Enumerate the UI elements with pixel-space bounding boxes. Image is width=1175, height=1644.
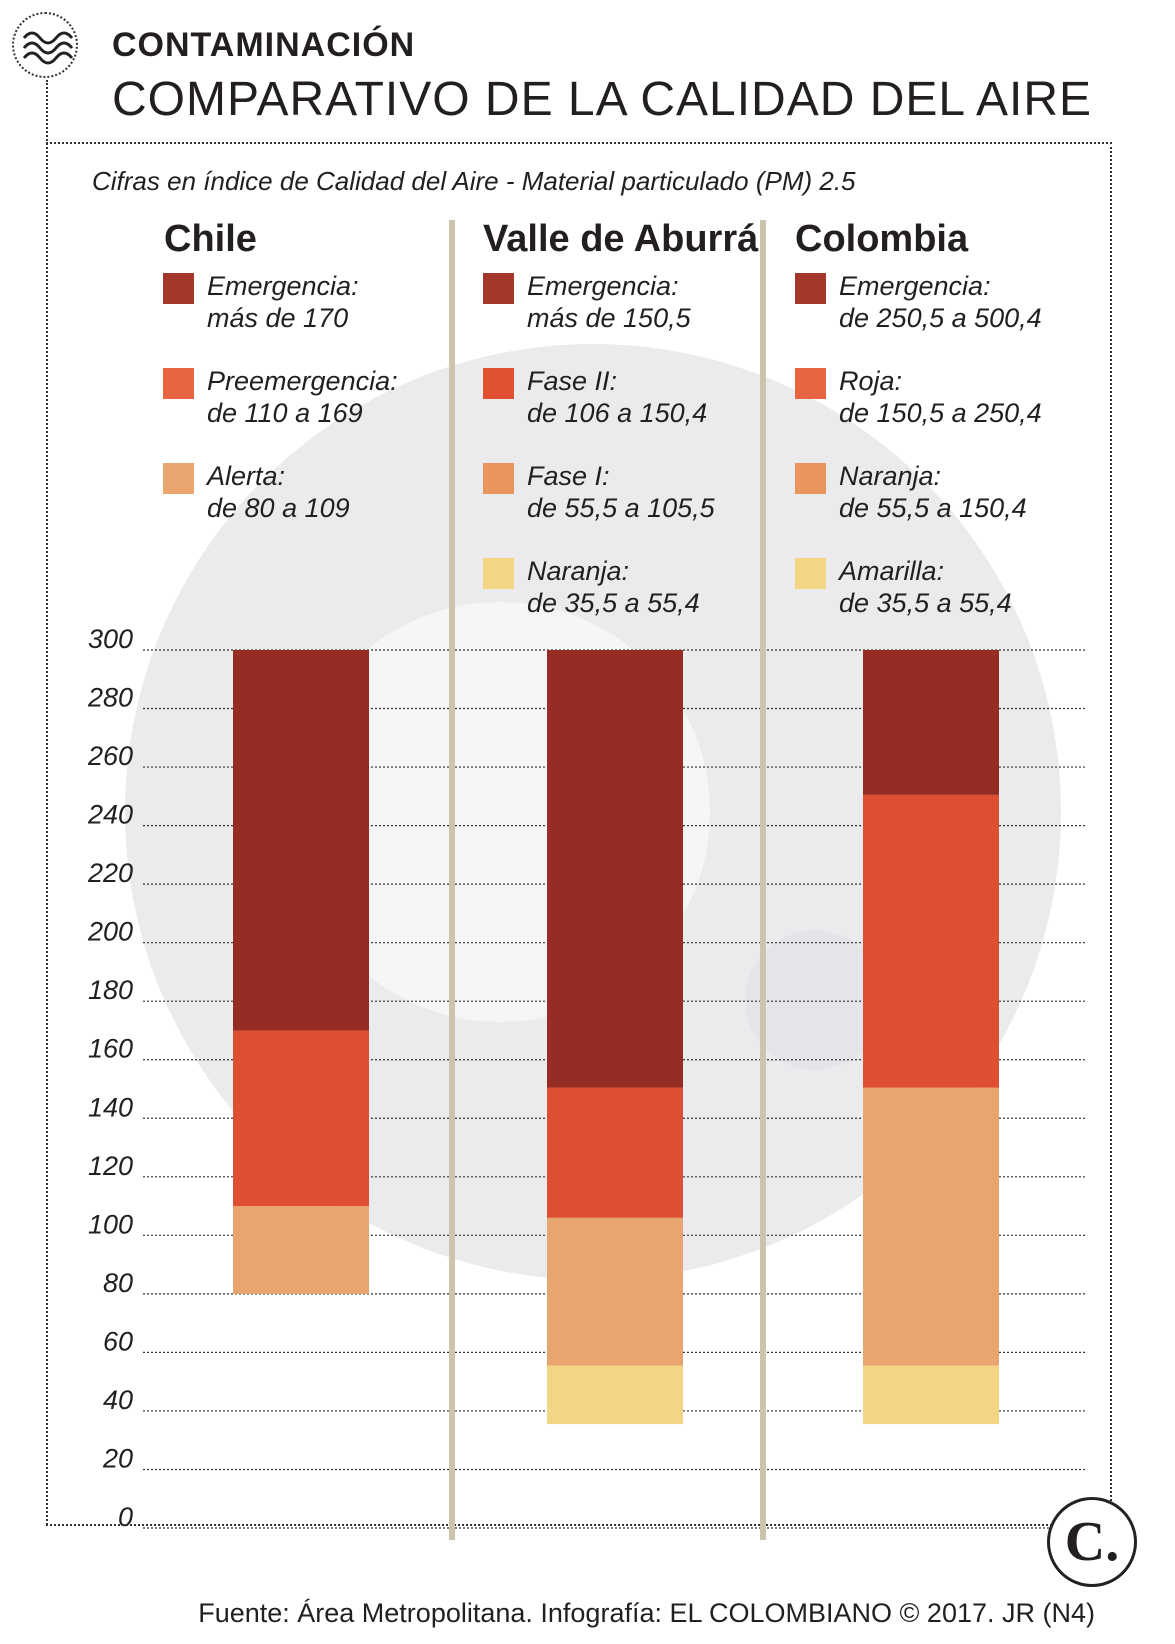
legend-range: de 35,5 a 55,4: [527, 588, 700, 618]
y-tick-label: 20: [102, 1443, 133, 1473]
legend-label: Amarilla:: [839, 556, 945, 586]
legend-range: más de 170: [207, 303, 349, 333]
legend-swatch: [163, 273, 194, 304]
chart-subtitle: Cifras en índice de Calidad del Aire - M…: [92, 166, 856, 196]
y-tick-label: 240: [87, 800, 133, 830]
bar-segment: [863, 650, 999, 795]
bar-segment: [233, 650, 369, 1031]
y-tick-labels: 0 20 40 60 80 100 120 140 160 180 200 220 240 260 280 3…: [87, 624, 133, 1532]
legend-range: más de 150,5: [527, 303, 691, 333]
frame-bottom-line: [46, 1524, 1112, 1526]
bar-segment: [863, 794, 999, 1088]
frame-top-line: [46, 142, 1112, 144]
legend-label: Emergencia:: [839, 271, 991, 301]
legend-label: Naranja:: [839, 461, 942, 491]
bar-segment: [233, 1030, 369, 1207]
bar-segment: [233, 1206, 369, 1294]
legend-label: Alerta:: [207, 461, 286, 491]
bar-segment: [863, 1365, 999, 1425]
legend-range: de 35,5 a 55,4: [839, 588, 1012, 618]
bars: [233, 650, 999, 1425]
column-divider-2: [760, 220, 766, 1540]
section-kicker: CONTAMINACIÓN: [112, 26, 416, 64]
legend-swatch: [163, 368, 194, 399]
frame-right-line: [1110, 142, 1112, 1525]
legend-label: Preemergencia:: [207, 366, 398, 396]
legend-label: Roja:: [839, 366, 903, 396]
legend-swatch: [483, 558, 514, 589]
legend-label: Fase II:: [527, 366, 618, 396]
legend-swatch: [795, 368, 826, 399]
waves-logo-icon: [12, 12, 78, 78]
legend-range: de 55,5 a 105,5: [527, 493, 715, 523]
legend-swatch: [483, 463, 514, 494]
legend-swatch: [795, 273, 826, 304]
y-tick-label: 60: [103, 1326, 133, 1356]
legend-label: Fase I:: [527, 461, 610, 491]
y-tick-label: 200: [87, 917, 133, 947]
legend-swatch: [795, 558, 826, 589]
legend-label: Emergencia:: [207, 271, 359, 301]
y-tick-label: 260: [87, 741, 133, 771]
y-tick-label: 300: [88, 624, 133, 654]
y-tick-label: 120: [88, 1151, 133, 1181]
watermark-dot: [745, 930, 885, 1070]
y-tick-label: 80: [103, 1268, 133, 1298]
y-tick-label: 160: [88, 1034, 133, 1064]
legend-swatch: [483, 273, 514, 304]
legend-swatch: [163, 463, 194, 494]
legend-range: de 250,5 a 500,4: [839, 303, 1042, 333]
legend-range: de 110 a 169: [207, 398, 363, 428]
y-tick-label: 280: [87, 683, 133, 713]
y-tick-label: 180: [88, 975, 133, 1005]
region-title-chile: Chile: [164, 218, 257, 260]
legend-range: de 55,5 a 150,4: [839, 493, 1027, 523]
region-title-valle-de-aburra: Valle de Aburrá: [483, 218, 759, 260]
bar-segment: [547, 1087, 683, 1218]
legend-label: Naranja:: [527, 556, 630, 586]
legend-label: Emergencia:: [527, 271, 679, 301]
bar-segment: [547, 1365, 683, 1425]
source-credit: Fuente: Área Metropolitana. Infografía: …: [198, 1598, 1095, 1628]
frame-left-line: [46, 80, 48, 1525]
legend-range: de 150,5 a 250,4: [839, 398, 1042, 428]
y-tick-label: 0: [118, 1502, 133, 1532]
page-title: COMPARATIVO DE LA CALIDAD DEL AIRE: [112, 73, 1093, 126]
legend-range: de 106 a 150,4: [527, 398, 708, 428]
bar-segment: [863, 1087, 999, 1366]
y-tick-label: 100: [88, 1209, 133, 1239]
y-tick-label: 40: [103, 1385, 133, 1415]
legend-range: de 80 a 109: [207, 493, 350, 523]
y-tick-label: 220: [87, 858, 133, 888]
legend-swatch: [483, 368, 514, 399]
bar-segment: [547, 650, 683, 1088]
region-title-colombia: Colombia: [795, 218, 969, 260]
column-divider-1: [449, 220, 455, 1540]
y-tick-label: 140: [88, 1092, 133, 1122]
brand-logo-icon: C.: [1047, 1497, 1137, 1587]
waves-icon: [22, 31, 74, 65]
bar-segment: [547, 1217, 683, 1366]
legend-swatch: [795, 463, 826, 494]
